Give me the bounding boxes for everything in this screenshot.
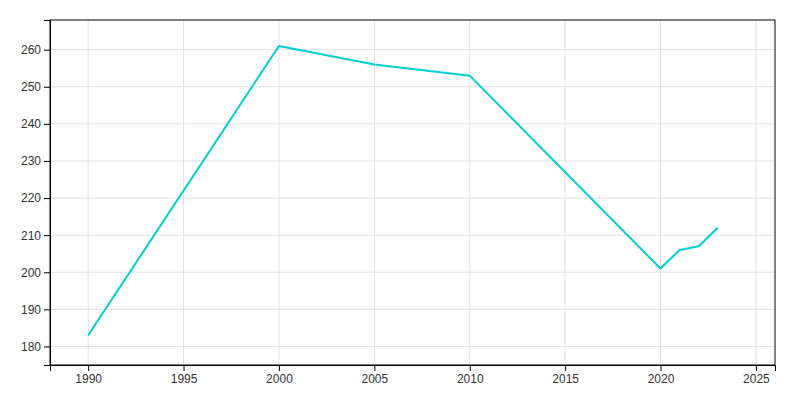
x-tick: 1995 [171, 365, 198, 386]
y-tick: 200 [21, 266, 50, 280]
grid-line-y [50, 235, 775, 236]
grid-line-y [50, 272, 775, 273]
grid-line-x [88, 20, 89, 365]
x-tick: 2025 [743, 365, 770, 386]
y-tick-mark [44, 87, 50, 88]
x-tick: 1990 [75, 365, 102, 386]
y-tick-label: 260 [21, 43, 41, 57]
x-tick-mark [184, 365, 185, 371]
grid-line-x [374, 20, 375, 365]
y-tick-mark [44, 235, 50, 236]
grid-line-y [50, 160, 775, 161]
plot: 1990 1995 2000 2005 2010 2015 2020 2025 180 190 20… [21, 20, 776, 386]
grid [50, 20, 775, 365]
grid-line-y [50, 346, 775, 347]
x-tick-label: 1995 [171, 372, 198, 386]
grid-line-x [469, 20, 470, 365]
x-tick-label: 2015 [552, 372, 579, 386]
y-tick-mark [44, 161, 50, 162]
x-tick: 2015 [552, 365, 579, 386]
y-tick: 260 [21, 43, 50, 57]
y-tick-mark [44, 272, 50, 273]
grid-line-y [50, 198, 775, 199]
chart: 1990 1995 2000 2005 2010 2015 2020 2025 180 190 20… [0, 0, 800, 400]
y-tick-mark [44, 198, 50, 199]
x-tick-mark [88, 365, 89, 371]
x-tick-label: 2010 [457, 372, 484, 386]
line [88, 46, 718, 335]
y-axis: 180 190 200 210 220 230 240 250 260 [21, 21, 51, 366]
y-tick-label: 200 [21, 266, 41, 280]
x-tick: 2010 [457, 365, 484, 386]
y-tick: 240 [21, 117, 50, 131]
x-tick-mark [470, 365, 471, 371]
marks [88, 46, 718, 335]
grid-line-x [755, 20, 756, 365]
x-tick: 2005 [361, 365, 388, 386]
y-tick-label: 210 [21, 229, 41, 243]
y-tick-mark [44, 346, 50, 347]
grid-line-y [50, 123, 775, 124]
y-axis-line [44, 21, 51, 366]
plot-frame [50, 20, 775, 365]
x-tick-mark [661, 365, 662, 371]
y-tick-label: 190 [21, 303, 41, 317]
y-tick-label: 240 [21, 117, 41, 131]
y-tick: 180 [21, 340, 50, 354]
y-tick-label: 250 [21, 80, 41, 94]
x-tick-label: 2020 [648, 372, 675, 386]
y-tick-mark [44, 124, 50, 125]
y-tick-mark [44, 309, 50, 310]
x-tick-mark [374, 365, 375, 371]
y-tick: 220 [21, 191, 50, 205]
grid-line-x [565, 20, 566, 365]
grid-line-y [50, 86, 775, 87]
y-tick: 230 [21, 154, 50, 168]
grid-line-y [50, 49, 775, 50]
y-tick-label: 180 [21, 340, 41, 354]
x-tick-mark [279, 365, 280, 371]
y-tick-mark [44, 50, 50, 51]
x-tick-mark [565, 365, 566, 371]
x-axis: 1990 1995 2000 2005 2010 2015 2020 2025 [51, 365, 776, 386]
x-tick: 2020 [648, 365, 675, 386]
y-tick-label: 230 [21, 154, 41, 168]
grid-line-x [660, 20, 661, 365]
x-tick: 2000 [266, 365, 293, 386]
x-tick-label: 2025 [743, 372, 770, 386]
grid-line-y [50, 309, 775, 310]
x-tick-mark [756, 365, 757, 371]
y-tick-label: 220 [21, 191, 41, 205]
x-tick-label: 1990 [75, 372, 102, 386]
x-tick-label: 2005 [361, 372, 388, 386]
grid-line-x [278, 20, 279, 365]
y-tick: 210 [21, 229, 50, 243]
y-tick: 190 [21, 303, 50, 317]
x-axis-line [51, 366, 776, 372]
y-tick: 250 [21, 80, 50, 94]
x-tick-label: 2000 [266, 372, 293, 386]
